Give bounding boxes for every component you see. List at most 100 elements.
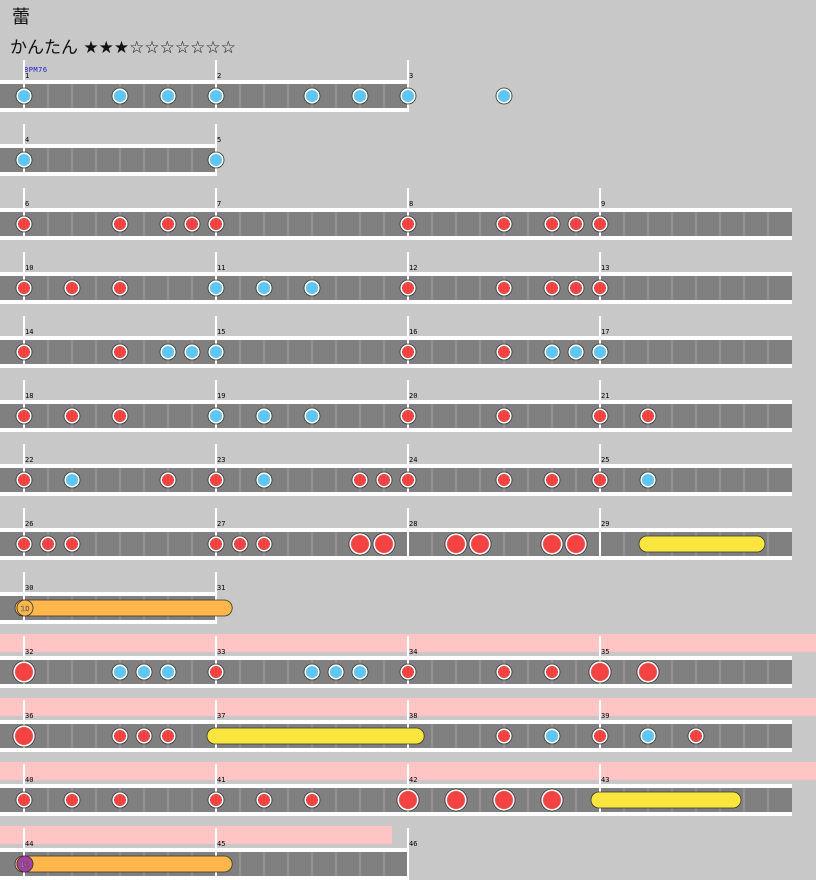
don-note xyxy=(546,666,558,678)
don-note xyxy=(498,730,510,742)
measure-number: 4 xyxy=(25,136,30,144)
ka-note xyxy=(570,346,582,358)
lane xyxy=(0,212,792,236)
lane xyxy=(0,148,216,172)
don-note xyxy=(162,730,174,742)
don-note xyxy=(114,410,126,422)
measure-number: 41 xyxy=(217,776,226,784)
measure-number: 26 xyxy=(25,520,34,528)
ka-note xyxy=(546,346,558,358)
measure-number: 17 xyxy=(601,328,610,336)
don-note xyxy=(498,282,510,294)
measure-number: 1 xyxy=(25,72,30,80)
don-note xyxy=(162,474,174,486)
ka-note xyxy=(642,474,654,486)
ka-note xyxy=(354,90,366,102)
ka-note xyxy=(138,666,150,678)
stars-empty: ☆☆☆☆☆☆☆ xyxy=(129,38,236,58)
measure-number: 42 xyxy=(409,776,418,784)
difficulty-label: かんたん xyxy=(10,38,78,58)
don-note xyxy=(594,730,606,742)
ka-note xyxy=(402,90,414,102)
don-note xyxy=(570,282,582,294)
don-note xyxy=(114,346,126,358)
don-note xyxy=(42,538,54,550)
ka-note xyxy=(114,90,126,102)
big-don-note xyxy=(495,791,513,809)
don-note xyxy=(186,218,198,230)
don-note xyxy=(210,538,222,550)
ka-note xyxy=(66,474,78,486)
big-don-note xyxy=(399,791,417,809)
don-note xyxy=(114,218,126,230)
measure-number: 46 xyxy=(409,840,418,848)
balloon-head xyxy=(16,599,34,617)
measure-number: 2 xyxy=(217,72,222,80)
measure-number: 13 xyxy=(601,264,610,272)
big-don-note xyxy=(567,535,585,553)
don-note xyxy=(138,730,150,742)
lane xyxy=(0,468,792,492)
ka-note xyxy=(306,666,318,678)
ka-note xyxy=(114,666,126,678)
drumroll-note xyxy=(590,791,742,809)
don-note xyxy=(210,474,222,486)
don-note xyxy=(66,410,78,422)
big-don-note xyxy=(351,535,369,553)
ka-note xyxy=(306,410,318,422)
bpm-label: BPM76 xyxy=(24,66,48,74)
measure-number: 24 xyxy=(409,456,418,464)
don-note xyxy=(18,346,30,358)
measure-number: 44 xyxy=(25,840,34,848)
measure-number: 25 xyxy=(601,456,610,464)
don-note xyxy=(498,410,510,422)
measure-number: 5 xyxy=(217,136,222,144)
don-note xyxy=(66,538,78,550)
don-note xyxy=(546,282,558,294)
don-note xyxy=(210,794,222,806)
measure-number: 3 xyxy=(409,72,414,80)
gogo-band xyxy=(0,826,392,844)
measure-number: 43 xyxy=(601,776,610,784)
don-note xyxy=(498,666,510,678)
ka-note xyxy=(210,410,222,422)
don-note xyxy=(378,474,390,486)
measure-number: 11 xyxy=(217,264,226,272)
big-don-note xyxy=(471,535,489,553)
don-note xyxy=(642,410,654,422)
measure-number: 30 xyxy=(25,584,34,592)
measure-number: 7 xyxy=(217,200,222,208)
don-note xyxy=(402,282,414,294)
measure-number: 38 xyxy=(409,712,418,720)
don-note xyxy=(354,474,366,486)
lane xyxy=(0,276,792,300)
ka-note xyxy=(186,346,198,358)
measure-number: 33 xyxy=(217,648,226,656)
measure-number: 40 xyxy=(25,776,34,784)
big-don-note xyxy=(543,535,561,553)
lane xyxy=(0,340,792,364)
don-note xyxy=(18,538,30,550)
stars-filled: ★★★ xyxy=(83,38,130,58)
don-note xyxy=(210,218,222,230)
ka-note xyxy=(210,282,222,294)
don-note xyxy=(114,282,126,294)
ka-note xyxy=(258,474,270,486)
ka-note xyxy=(498,90,510,102)
drumroll-note xyxy=(638,535,766,553)
measure-number: 16 xyxy=(409,328,418,336)
measure-number: 14 xyxy=(25,328,34,336)
ka-note xyxy=(258,282,270,294)
ka-note xyxy=(18,90,30,102)
don-note xyxy=(306,794,318,806)
don-note xyxy=(18,218,30,230)
balloon-note xyxy=(14,599,233,617)
don-note xyxy=(114,794,126,806)
don-note xyxy=(402,218,414,230)
don-note xyxy=(594,410,606,422)
measure-number: 20 xyxy=(409,392,418,400)
balloon-note xyxy=(14,855,233,873)
lane xyxy=(0,84,408,108)
